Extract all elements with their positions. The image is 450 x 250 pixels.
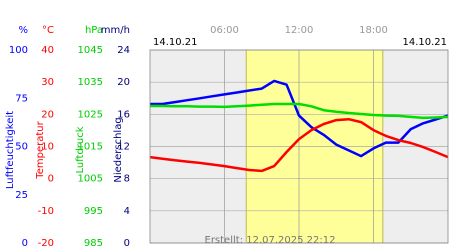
y-tick-label: 10 [41, 142, 54, 153]
y-tick-label: -20 [38, 238, 54, 249]
y-tick-label: 75 [15, 93, 28, 104]
y-tick-label: 1045 [78, 45, 103, 56]
date-start: 14.10.21 [153, 37, 198, 48]
axis-unit: mm/h [101, 25, 130, 36]
y-tick-label: 40 [41, 45, 54, 56]
y-tick-label: 4 [124, 206, 130, 217]
y-tick-label: 0 [124, 238, 130, 249]
y-tick-label: 1025 [78, 109, 103, 120]
y-tick-label: 1005 [78, 174, 103, 185]
axis-unit: hPa [85, 25, 103, 36]
axis-unit: % [18, 25, 28, 36]
axis-unit: °C [42, 25, 54, 36]
y-tick-label: 0 [22, 238, 28, 249]
axis-label: Niederschlag [113, 117, 124, 182]
axis-label: Temperatur [35, 120, 46, 179]
y-tick-label: 100 [9, 45, 28, 56]
x-tick-label: 06:00 [210, 25, 239, 36]
y-tick-label: 12 [117, 142, 130, 153]
data-line [149, 117, 449, 173]
y-tick-label: 1015 [78, 142, 103, 153]
data-line [150, 102, 449, 120]
data-line [150, 79, 449, 158]
date-end: 14.10.21 [402, 37, 447, 48]
y-tick-label: 0 [48, 174, 54, 185]
axis-label: Luftfeuchtigkeit [5, 111, 16, 189]
x-tick-label: 18:00 [359, 25, 388, 36]
y-tick-label: 20 [117, 77, 130, 88]
y-tick-label: 50 [15, 142, 28, 153]
axis-label: Luftdruck [75, 126, 86, 173]
y-tick-label: 995 [84, 206, 103, 217]
y-tick-label: 1035 [78, 77, 103, 88]
y-tick-label: 25 [15, 190, 28, 201]
footer: Erstellt: 12.07.2025 22:12 [205, 235, 336, 246]
y-tick-label: 8 [124, 174, 130, 185]
y-tick-label: -10 [38, 206, 54, 217]
y-tick-label: 20 [41, 109, 54, 120]
y-tick-label: 30 [41, 77, 54, 88]
y-tick-label: 16 [117, 109, 130, 120]
y-tick-label: 985 [84, 238, 103, 249]
x-tick-label: 12:00 [285, 25, 314, 36]
plot-frame [149, 49, 449, 244]
y-tick-label: 24 [117, 45, 130, 56]
